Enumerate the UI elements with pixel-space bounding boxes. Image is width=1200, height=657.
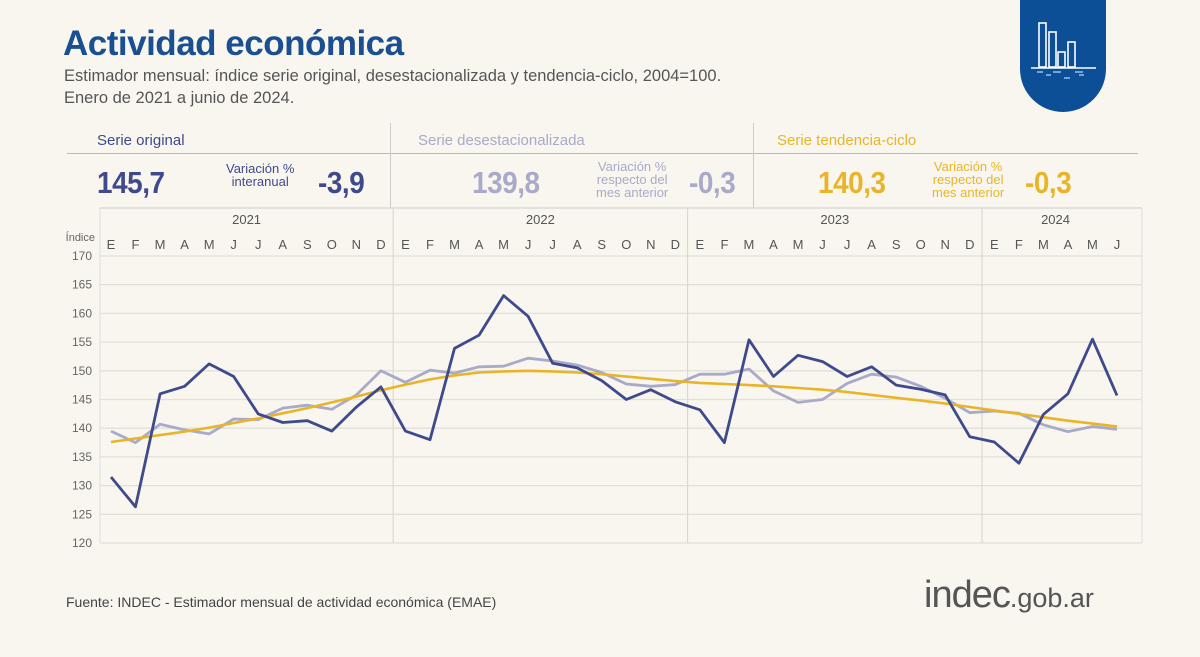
stat-var-label-desestacionalizada: Variación % respecto del mes anterior [596,160,668,199]
month-label: A [1064,237,1073,252]
month-label: D [376,237,385,252]
y-tick-label: 160 [72,306,92,320]
var-label-line: mes anterior [932,185,1005,200]
month-label: E [696,237,705,252]
stat-value-tendencia: 140,3 [818,165,886,200]
year-label: 2024 [1041,212,1070,227]
month-label: A [278,237,287,252]
stat-var-label-original: Variación % interanual [226,162,294,188]
source-note: Fuente: INDEC - Estimador mensual de act… [66,594,497,610]
year-label: 2021 [232,212,261,227]
month-label: J [255,237,262,252]
month-label: A [475,237,484,252]
month-label: J [819,237,826,252]
month-label: M [498,237,509,252]
month-label: E [401,237,410,252]
month-label: F [720,237,728,252]
month-label: J [844,237,851,252]
month-label: N [646,237,655,252]
divider [753,123,754,208]
month-label: J [525,237,532,252]
logo-main: indec [924,574,1011,616]
stat-var-value-desestacionalizada: -0,3 [689,165,736,200]
month-label: O [621,237,631,252]
month-label: A [769,237,778,252]
month-label: A [180,237,189,252]
month-label: M [793,237,804,252]
stat-value-desestacionalizada: 139,8 [472,165,540,200]
month-label: M [1087,237,1098,252]
y-tick-label: 130 [72,479,92,493]
y-tick-label: 135 [72,450,92,464]
month-label: S [597,237,606,252]
y-tick-label: 140 [72,421,92,435]
month-label: O [916,237,926,252]
month-label: E [107,237,116,252]
month-label: A [573,237,582,252]
line-chart: 120 125 130 135 140 145 150 155 160 165 170 Índice 2… [66,207,1143,550]
y-tick-label: 125 [72,507,92,521]
year-label: 2022 [526,212,555,227]
divider [67,153,1138,154]
subtitle-period: Enero de 2021 a junio de 2024. [64,89,295,107]
stat-var-label-tendencia: Variación % respecto del mes anterior [932,160,1004,199]
month-label: M [744,237,755,252]
var-label-line: Variación % [226,161,295,176]
badge [1020,0,1106,112]
month-label: E [990,237,999,252]
y-tick-label: 120 [72,536,92,550]
stat-var-value-original: -3,9 [318,165,365,200]
month-label: N [941,237,950,252]
stat-label-tendencia: Serie tendencia-ciclo [777,132,917,149]
var-label-line: interanual [231,174,289,189]
month-label: N [352,237,361,252]
indec-logo: indec.gob.ar [924,574,1094,617]
series-line-original [109,294,1119,509]
y-tick-label: 155 [72,335,92,349]
month-label: M [1038,237,1049,252]
month-label: S [303,237,312,252]
month-label: S [892,237,901,252]
month-label: A [867,237,876,252]
y-tick-label: 150 [72,364,92,378]
y-tick-label: 165 [72,278,92,292]
year-label: 2023 [820,212,849,227]
month-label: O [327,237,337,252]
month-label: J [549,237,556,252]
month-label: D [671,237,680,252]
var-label-line: Variación % [597,159,667,174]
month-label: F [132,237,140,252]
stat-label-desestacionalizada: Serie desestacionalizada [418,132,585,149]
var-label-line: respecto del [932,172,1004,187]
stat-var-value-tendencia: -0,3 [1025,165,1072,200]
var-label-line: mes anterior [596,185,669,200]
page-title: Actividad económica [63,24,404,63]
month-label: M [449,237,460,252]
var-label-line: respecto del [596,172,668,187]
month-label: F [426,237,434,252]
month-label: M [204,237,215,252]
logo-suffix: .gob.ar [1009,583,1094,613]
month-label: J [1114,237,1121,252]
month-label: F [1015,237,1023,252]
stat-value-original: 145,7 [97,165,165,200]
bar-chart-icon [1031,22,1096,79]
month-label: J [230,237,237,252]
subtitle: Estimador mensual: índice serie original… [64,67,722,85]
y-axis-label: Índice [66,231,95,244]
divider [390,123,391,208]
month-label: M [155,237,166,252]
var-label-line: Variación % [933,159,1003,174]
month-label: D [965,237,974,252]
y-tick-label: 145 [72,393,92,407]
stat-label-original: Serie original [97,132,185,149]
y-tick-label: 170 [72,249,92,263]
